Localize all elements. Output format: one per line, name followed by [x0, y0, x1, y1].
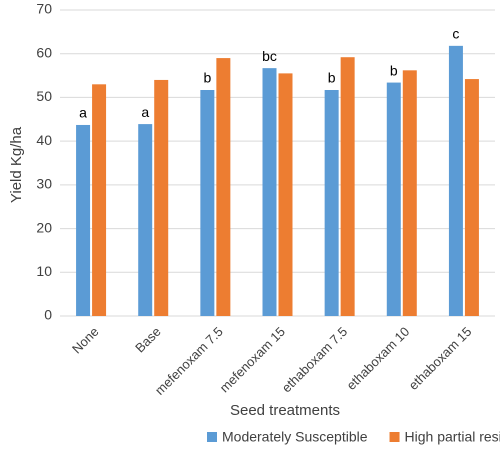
bar: [76, 124, 91, 317]
x-tick-label: ethaboxam 7.5: [279, 324, 350, 395]
annotation: a: [141, 104, 149, 120]
y-tick-label: 20: [36, 219, 52, 235]
bar: [262, 68, 277, 316]
bar: [386, 82, 401, 317]
y-tick-label: 0: [44, 307, 52, 323]
bar: [154, 79, 169, 316]
annotation: b: [328, 70, 336, 86]
bar: [324, 89, 339, 316]
bar: [464, 79, 479, 316]
annotation: b: [203, 70, 211, 86]
bar: [448, 45, 463, 317]
bar: [340, 57, 355, 317]
legend-swatch: [207, 432, 217, 442]
y-tick-label: 60: [36, 44, 52, 60]
bar: [92, 84, 107, 316]
legend-label: Moderately Susceptible: [222, 429, 368, 445]
y-tick-label: 70: [36, 1, 52, 17]
x-tick-label: ethaboxam 15: [406, 324, 475, 393]
annotation: bc: [262, 48, 277, 64]
legend-label: High partial resistance: [405, 429, 500, 445]
x-tick-label: Base: [132, 324, 164, 356]
y-tick-label: 40: [36, 132, 52, 148]
annotation: a: [79, 105, 87, 121]
annotation: c: [452, 26, 459, 42]
y-tick-label: 30: [36, 176, 52, 192]
bar: [278, 73, 293, 316]
bar: [216, 58, 231, 316]
x-axis-title: Seed treatments: [230, 402, 340, 419]
annotation: b: [390, 62, 398, 78]
x-tick-label: mefenoxam 15: [217, 324, 288, 395]
bar: [402, 70, 417, 316]
y-tick-label: 10: [36, 263, 52, 279]
y-tick-label: 50: [36, 88, 52, 104]
bar: [138, 124, 153, 316]
legend-swatch: [389, 432, 400, 442]
y-axis-title: Yield Kg/ha: [8, 126, 25, 203]
x-tick-label: None: [69, 324, 102, 357]
x-tick-label: ethaboxam 10: [343, 324, 412, 393]
bar: [200, 89, 215, 316]
